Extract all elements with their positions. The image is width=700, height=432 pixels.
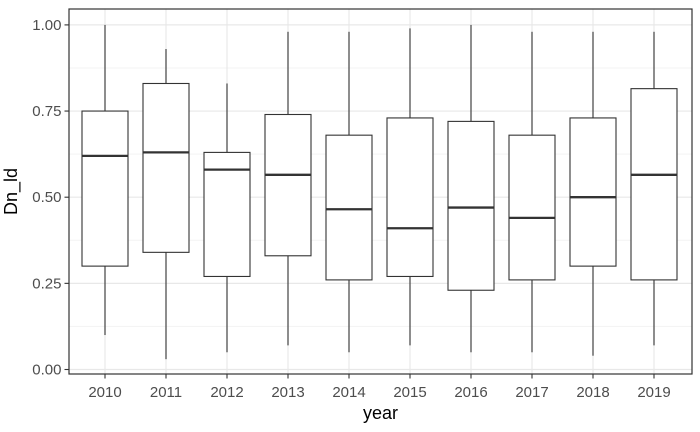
iqr-box xyxy=(142,82,190,253)
boxplot-2015 xyxy=(386,28,434,346)
boxplot-2016 xyxy=(447,24,495,353)
boxplot-2011 xyxy=(142,49,190,360)
y-tick-label: 0.75 xyxy=(32,103,61,120)
x-tick-label: 2014 xyxy=(332,384,365,401)
boxplot-2017 xyxy=(508,31,556,353)
x-tick-label: 2010 xyxy=(88,384,121,401)
iqr-box xyxy=(508,134,556,281)
boxplot-2018 xyxy=(569,31,617,356)
y-tick-label: 0.25 xyxy=(32,275,61,292)
boxplots xyxy=(81,24,678,360)
iqr-box xyxy=(569,117,617,267)
boxplot-2014 xyxy=(325,31,373,353)
x-tick-label: 2018 xyxy=(576,384,609,401)
iqr-box xyxy=(630,88,678,281)
x-tick-label: 2011 xyxy=(150,384,182,401)
panel-border xyxy=(68,8,693,375)
iqr-box xyxy=(386,117,434,278)
iqr-box xyxy=(264,113,312,257)
y-axis-title: Dn_ld xyxy=(1,168,22,215)
axes: 0.00 0.25 0.50 0.75 1.00 2010 2011 2012 2013 2014… xyxy=(32,17,670,401)
boxplot-2010 xyxy=(81,24,129,336)
iqr-box xyxy=(203,151,251,278)
x-tick-label: 2016 xyxy=(454,384,487,401)
boxplot-2012 xyxy=(203,83,251,353)
x-tick-label: 2013 xyxy=(271,384,304,401)
x-tick-label: 2017 xyxy=(515,384,548,401)
iqr-box xyxy=(325,134,373,281)
y-tick-label: 0.00 xyxy=(32,362,61,379)
boxplot-2013 xyxy=(264,31,312,346)
x-tick-label: 2015 xyxy=(393,384,426,401)
boxplot-2019 xyxy=(630,31,678,346)
x-tick-label: 2019 xyxy=(637,384,670,401)
x-axis-title: year xyxy=(363,403,398,423)
x-tick-label: 2012 xyxy=(210,384,243,401)
y-tick-label: 0.50 xyxy=(32,189,61,206)
iqr-box xyxy=(447,120,495,291)
y-tick-label: 1.00 xyxy=(32,17,61,34)
iqr-box xyxy=(81,110,129,267)
